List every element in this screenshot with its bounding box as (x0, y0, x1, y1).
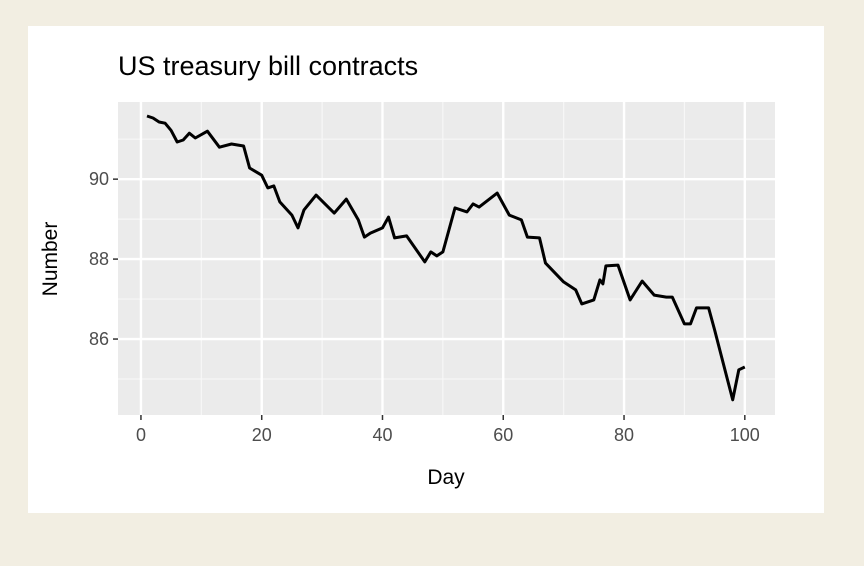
x-tick-label: 80 (614, 425, 634, 445)
series-line (146, 114, 746, 402)
x-tick-label: 0 (136, 425, 146, 445)
y-axis-title: Number (39, 222, 62, 297)
x-tick-label: 40 (372, 425, 392, 445)
y-tick-label: 88 (89, 249, 109, 269)
chart-title: US treasury bill contracts (118, 51, 418, 81)
x-tick-label: 100 (730, 425, 760, 445)
x-axis-title: Day (427, 466, 465, 489)
x-tick-label: 20 (252, 425, 272, 445)
y-tick-label: 86 (89, 329, 109, 349)
x-tick-label: 60 (493, 425, 513, 445)
y-tick-label: 90 (89, 169, 109, 189)
